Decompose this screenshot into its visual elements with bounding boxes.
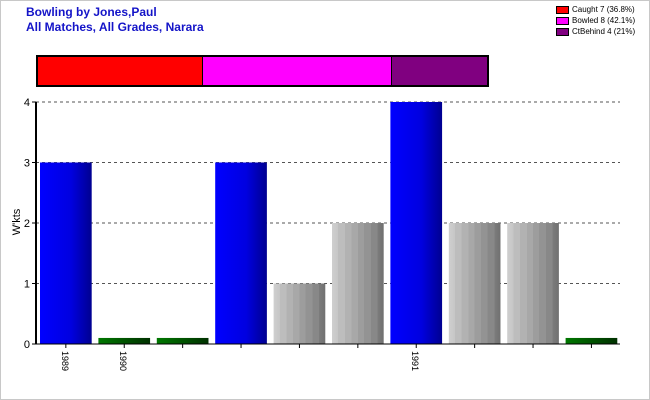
legend-label-caught: Caught 7 (36.8%) <box>572 5 635 14</box>
chart-subtitle: All Matches, All Grades, Narara <box>26 20 204 34</box>
ratio-segment-caught <box>38 57 204 85</box>
legend: Caught 7 (36.8%) Bowled 8 (42.1%) CtBehi… <box>556 4 635 37</box>
bar <box>448 223 501 344</box>
y-tick-label: 3 <box>24 158 30 170</box>
ratio-segment-bowled <box>203 57 393 85</box>
y-tick-label: 1 <box>24 279 30 291</box>
bar <box>156 337 209 344</box>
legend-item-caught: Caught 7 (36.8%) <box>556 4 635 15</box>
bar <box>215 162 267 344</box>
x-tick-label: 1991 <box>410 351 420 371</box>
dismissal-ratio-bar <box>36 55 489 87</box>
legend-swatch-bowled <box>556 16 569 25</box>
y-tick-label: 2 <box>24 218 30 230</box>
ratio-segment-ctbehind <box>392 57 487 85</box>
legend-swatch-caught <box>556 5 569 14</box>
legend-label-bowled: Bowled 8 (42.1%) <box>572 16 636 25</box>
bar <box>390 102 443 344</box>
bar <box>565 337 618 344</box>
x-tick-label: 1989 <box>60 351 70 371</box>
chart-title: Bowling by Jones,Paul <box>26 5 157 19</box>
bar <box>273 283 326 344</box>
bar <box>40 162 92 344</box>
bar <box>332 223 384 344</box>
x-tick-label: 1990 <box>118 351 128 371</box>
legend-item-bowled: Bowled 8 (42.1%) <box>556 15 635 26</box>
legend-label-ctbehind: CtBehind 4 (21%) <box>572 27 636 36</box>
y-tick-label: 0 <box>24 339 30 351</box>
bar <box>98 337 151 344</box>
y-axis-label: W'kts <box>11 208 23 236</box>
y-tick-label: 4 <box>24 97 30 109</box>
legend-item-ctbehind: CtBehind 4 (21%) <box>556 26 635 37</box>
legend-swatch-ctbehind <box>556 27 569 36</box>
bar <box>507 223 559 344</box>
